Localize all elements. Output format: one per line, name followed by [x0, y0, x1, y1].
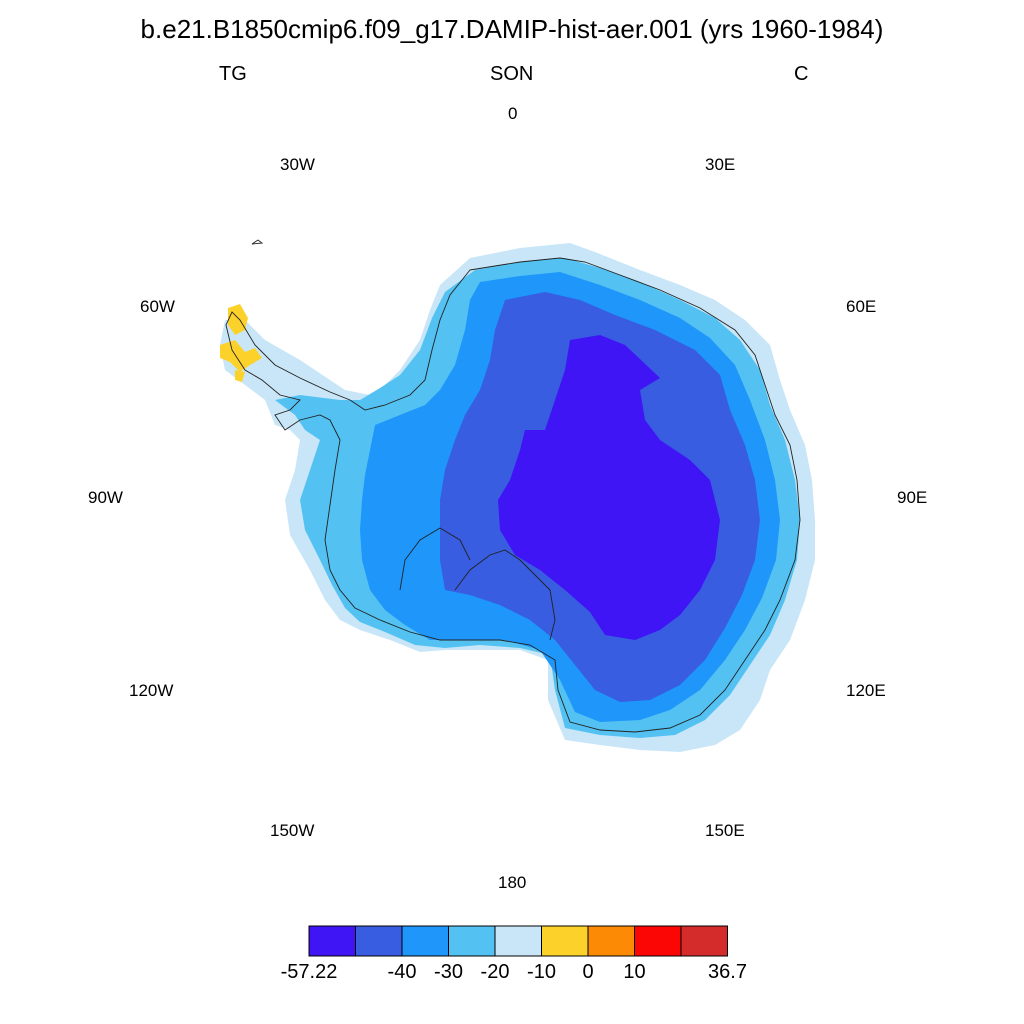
variable-label: TG: [219, 63, 247, 85]
lon-label-120e: 120E: [846, 681, 886, 700]
lon-label-150w: 150W: [270, 821, 315, 840]
lon-label-30e: 30E: [705, 155, 736, 174]
coastline-main: [225, 257, 801, 733]
island-small: [251, 239, 264, 245]
season-label: SON: [490, 63, 534, 85]
region-0-to-10-a: [228, 304, 248, 335]
lon-label-120w: 120W: [129, 681, 174, 700]
colorbar-box: [308, 925, 356, 957]
lon-label-90w: 90W: [88, 488, 123, 507]
colorbar-label: -57.22: [280, 961, 338, 983]
lon-label-180: 180: [498, 873, 527, 892]
colorbar-box: [634, 925, 682, 957]
colorbar-box: [448, 925, 496, 957]
lon-label-150e: 150E: [705, 821, 745, 840]
region-0-to-10-b: [220, 340, 262, 372]
colorbar-label: -10: [527, 961, 556, 983]
colorbar-box: [541, 925, 589, 957]
colorbar-box: [587, 925, 635, 957]
region-neg57-to-neg40: [498, 335, 720, 640]
coastline-inner: [399, 527, 471, 591]
colorbar-label: 36.7: [708, 961, 747, 983]
colorbar-box: [401, 925, 449, 957]
colorbar-label: 0: [582, 961, 594, 983]
lon-label-0: 0: [508, 104, 518, 123]
colorbar-box: [494, 925, 542, 957]
colorbar-label: -20: [480, 961, 510, 983]
colorbar-label: -30: [434, 961, 463, 983]
units-label: C: [794, 63, 809, 85]
colorbar-label: -40: [387, 961, 417, 983]
colorbar-box: [355, 925, 403, 957]
region-0-to-10-c: [235, 370, 245, 382]
lon-label-30w: 30W: [280, 155, 315, 174]
lon-label-90e: 90E: [897, 488, 928, 507]
lon-label-60e: 60E: [846, 297, 877, 316]
coastline-ice-shelf: [454, 549, 556, 641]
lon-label-60w: 60W: [140, 297, 175, 316]
colorbar-label: 10: [623, 961, 646, 983]
colorbar-box: [680, 925, 728, 957]
plot-title: b.e21.B1850cmip6.f09_g17.DAMIP-hist-aer.…: [140, 14, 884, 44]
